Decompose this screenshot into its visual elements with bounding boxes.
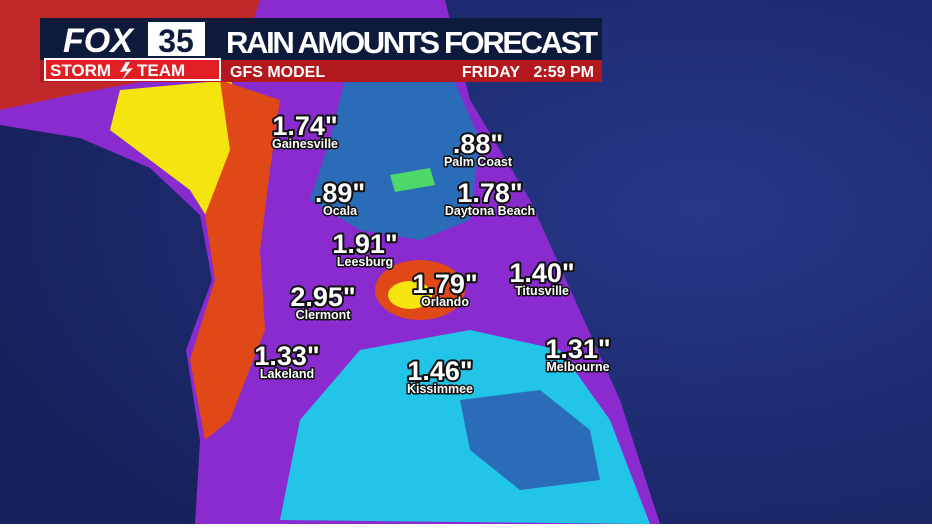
header-bar: [40, 18, 602, 62]
rain-amount: .89": [315, 178, 365, 208]
logo-bolt: [120, 62, 133, 80]
city-name: Lakeland: [260, 367, 314, 381]
rain-amount: 1.79": [412, 269, 477, 299]
rain-amount: 1.91": [332, 229, 397, 259]
rain-blue-south: [460, 390, 600, 490]
storm-team-badge: [44, 58, 221, 81]
rain-amount: 1.46": [407, 356, 472, 386]
city-name: Clermont: [296, 308, 352, 322]
rain-green: [390, 168, 435, 192]
city-name: Kissimmee: [407, 382, 473, 396]
rain-amount: 1.33": [254, 341, 319, 371]
time: 2:59 PM: [534, 64, 594, 81]
rain-amount: 2.95": [290, 282, 355, 312]
logo-brand-left: STORM: [50, 61, 111, 80]
rain-amount: 1.74": [272, 111, 337, 141]
day: FRIDAY: [462, 64, 520, 81]
city-name: Melbourne: [546, 360, 609, 374]
city-name: Palm Coast: [444, 155, 513, 169]
city-name: Ocala: [323, 204, 358, 218]
title: RAIN AMOUNTS FORECAST: [226, 25, 598, 60]
city-name: Titusville: [515, 284, 569, 298]
logo-brand-right: TEAM: [137, 61, 185, 80]
rain-amount: 1.78": [457, 178, 522, 208]
rain-blue: [310, 60, 480, 240]
rain-amount: 1.40": [509, 258, 574, 288]
model: GFS MODEL: [230, 64, 325, 81]
city-name: Gainesville: [272, 137, 338, 151]
logo-network: FOX: [63, 22, 135, 60]
rain-yellow-center: [388, 281, 432, 309]
rain-amount: .88": [453, 129, 503, 159]
rain-orange: [190, 80, 280, 440]
rain-amount: 1.31": [545, 334, 610, 364]
labels: 1.74"Gainesville .88"Palm Coast .89"Ocala 1…: [252, 109, 612, 398]
city-name: Orlando: [421, 295, 469, 309]
logo-channel-box: [148, 22, 205, 56]
city-name: Daytona Beach: [445, 204, 535, 218]
logo-channel: 35: [158, 23, 194, 59]
city-name: Leesburg: [337, 255, 393, 269]
